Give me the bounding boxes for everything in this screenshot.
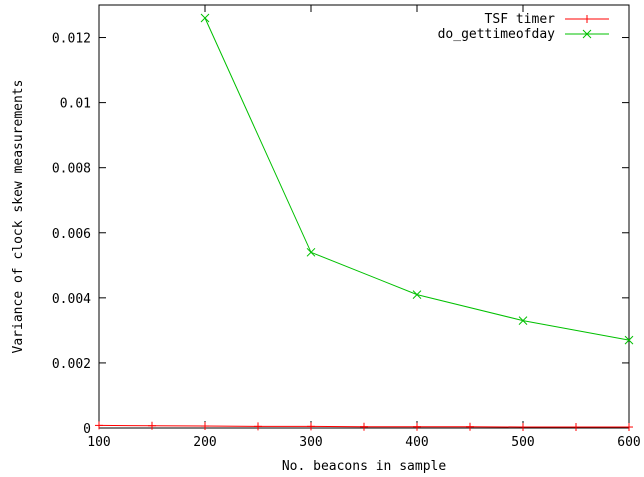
data-point [360, 422, 368, 431]
series-lines [95, 13, 634, 432]
plot-frame [98, 4, 630, 429]
data-point [572, 423, 580, 432]
data-point [95, 421, 103, 430]
y-tick-label: 0.008 [52, 162, 91, 177]
data-point [519, 423, 527, 432]
data-point [148, 421, 156, 430]
legend-marker [583, 15, 591, 23]
data-point [466, 422, 474, 431]
legend-label: TSF timer [485, 12, 556, 27]
data-point [412, 290, 422, 299]
x-tick-label: 600 [617, 435, 640, 450]
data-point [306, 247, 316, 257]
legend-label: do_gettimeofday [438, 27, 556, 42]
data-point [413, 422, 421, 431]
data-point [624, 335, 634, 345]
y-tick-label: 0 [83, 422, 91, 437]
series-0 [95, 421, 633, 432]
data-point [254, 422, 262, 431]
y-tick-label: 0.004 [52, 292, 91, 307]
y-axis-label: Variance of clock skew measurements [11, 80, 26, 354]
x-tick-label: 100 [87, 435, 110, 450]
data-point [518, 316, 528, 325]
axis-ticks: 100 200 300 400 500 600 0 0.002 0.004 0.006 0.008 0… [52, 5, 641, 450]
data-point [200, 13, 210, 23]
x-tick-label: 500 [511, 435, 534, 450]
plot-border [98, 4, 630, 429]
x-axis-label: No. beacons in sample [282, 459, 447, 474]
data-point [201, 422, 209, 431]
y-tick-label: 0.006 [52, 227, 91, 242]
series-line [204, 17, 630, 341]
y-tick-label: 0.012 [52, 32, 91, 47]
y-tick-label: 0.002 [52, 357, 91, 372]
y-tick-label: 0.01 [60, 97, 91, 112]
x-tick-label: 300 [299, 435, 322, 450]
x-tick-label: 200 [193, 435, 216, 450]
data-point [625, 423, 633, 432]
legend-marker [582, 29, 592, 39]
series-1 [200, 13, 634, 345]
data-point [307, 422, 315, 431]
x-tick-label: 400 [405, 435, 428, 450]
